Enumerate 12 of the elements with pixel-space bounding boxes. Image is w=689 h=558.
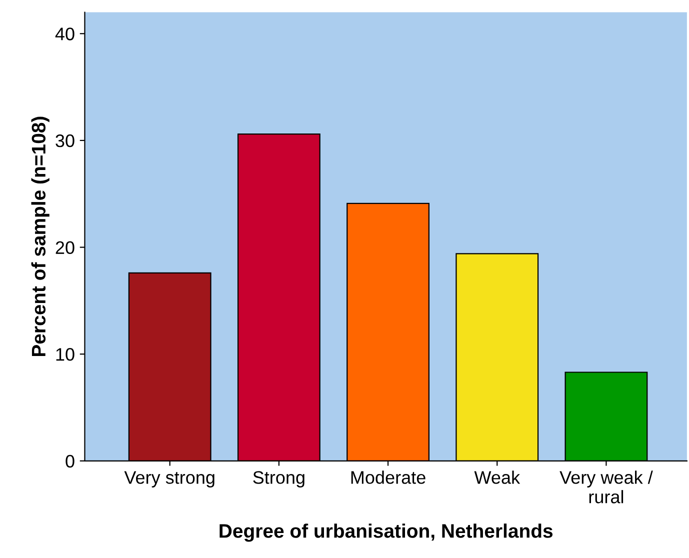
y-tick-label: 10: [56, 348, 74, 361]
y-tick-label: 0: [66, 454, 74, 468]
x-tick-label: Strong: [253, 471, 304, 488]
x-tick-label: Very strong: [124, 471, 214, 488]
y-tick-label: 40: [55, 28, 74, 40]
x-tick-label: Very weak / rural: [560, 470, 653, 504]
x-axis-title: Degree of urbanisation, Netherlands: [220, 524, 553, 542]
x-tick-label: Weak: [474, 470, 520, 484]
y-axis-title: Percent of sample (n=108): [31, 116, 50, 356]
y-tick-label: 30: [56, 134, 74, 148]
x-tick-label: Moderate: [351, 470, 426, 484]
y-tick-label: 20: [56, 241, 74, 254]
